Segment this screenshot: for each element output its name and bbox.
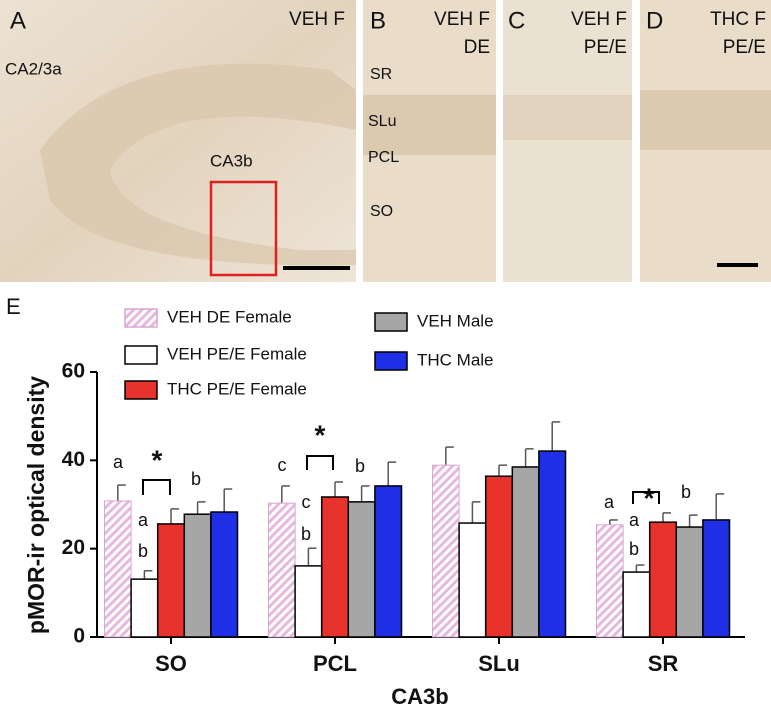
condition-label: PE/E xyxy=(723,37,766,58)
micrographs: A VEH F CA2/3a CA3b B VEH F DE SR SLu PC… xyxy=(0,0,771,282)
bar xyxy=(432,464,460,638)
bar xyxy=(294,565,323,638)
condition-label: THC F xyxy=(710,9,766,30)
panel-label: B xyxy=(370,7,386,34)
bracket xyxy=(632,491,660,504)
micrograph-c xyxy=(503,0,632,282)
condition-label: VEH F xyxy=(571,9,627,30)
tissue-band xyxy=(40,63,356,266)
legend-swatch xyxy=(124,308,158,328)
bar xyxy=(675,526,704,638)
group-letter: b xyxy=(681,482,691,502)
bar xyxy=(347,501,376,638)
y-tick-label: 20 xyxy=(62,536,85,559)
legend-label: VEH Male xyxy=(417,311,494,330)
panel-label: E xyxy=(6,294,21,319)
legend-label: THC PE/E Female xyxy=(167,379,307,398)
bar xyxy=(538,450,567,638)
x-axis-label: CA3b xyxy=(391,684,448,709)
y-tick-label: 40 xyxy=(62,448,85,471)
bar xyxy=(320,496,350,638)
bracket xyxy=(142,479,171,495)
significance-mark: * xyxy=(644,482,655,513)
condition-label: VEH F xyxy=(289,9,345,30)
y-tick-label: 0 xyxy=(73,625,85,648)
x-tick-label: SR xyxy=(648,651,679,676)
panel-label: D xyxy=(646,7,663,34)
legend-swatch xyxy=(374,312,408,332)
condition-label: PE/E xyxy=(584,37,627,58)
bar xyxy=(511,466,540,638)
region-label: SR xyxy=(370,66,392,83)
bar xyxy=(622,571,651,638)
significance-mark: * xyxy=(315,419,326,450)
region-label: CA3b xyxy=(210,151,253,170)
group-letter: b xyxy=(191,469,201,489)
y-axis-label: pMOR-ir optical density xyxy=(23,376,49,634)
legend-swatch xyxy=(124,380,158,400)
group-letter: b xyxy=(355,456,365,476)
group-letter: a xyxy=(629,510,640,530)
tissue-band xyxy=(363,95,496,155)
bracket xyxy=(306,455,334,470)
legend-label: VEH DE Female xyxy=(167,307,292,326)
group-letter: a xyxy=(113,452,124,472)
group-letter: c xyxy=(302,492,311,512)
x-tick-label: SLu xyxy=(478,651,520,676)
bar xyxy=(648,521,678,638)
tissue-band xyxy=(640,90,771,150)
bar xyxy=(702,519,731,638)
panel-label: A xyxy=(10,7,26,34)
condition-label: DE xyxy=(464,37,490,58)
x-tick-label: SO xyxy=(155,651,187,676)
bar xyxy=(104,500,132,638)
bar xyxy=(156,523,186,638)
group-letter: c xyxy=(278,455,287,475)
inset-box xyxy=(209,180,278,277)
bar xyxy=(458,522,487,638)
group-letter: a xyxy=(138,510,149,530)
group-letter: b xyxy=(138,541,148,561)
bar xyxy=(268,502,296,638)
group-letter: a xyxy=(604,492,615,512)
legend-swatch xyxy=(124,345,158,365)
tissue-band xyxy=(503,95,632,140)
condition-label: VEH F xyxy=(434,9,490,30)
bar xyxy=(183,513,212,638)
region-label: SO xyxy=(370,203,393,220)
bar xyxy=(210,511,239,638)
bar xyxy=(484,475,514,638)
y-tick-label: 60 xyxy=(62,360,85,383)
region-label: SLu xyxy=(368,113,396,130)
x-tick-label: PCL xyxy=(313,651,357,676)
legend-label: VEH PE/E Female xyxy=(167,344,307,363)
group-letter: b xyxy=(301,524,311,544)
group-letter: b xyxy=(629,539,639,559)
significance-mark: * xyxy=(152,444,163,475)
legend-label: THC Male xyxy=(417,350,494,369)
bar xyxy=(596,524,624,638)
region-label: CA2/3a xyxy=(5,59,62,78)
region-label: PCL xyxy=(368,149,399,166)
legend-swatch xyxy=(374,351,408,371)
bar xyxy=(374,485,403,638)
bar xyxy=(130,578,159,638)
panel-label: C xyxy=(508,7,525,34)
